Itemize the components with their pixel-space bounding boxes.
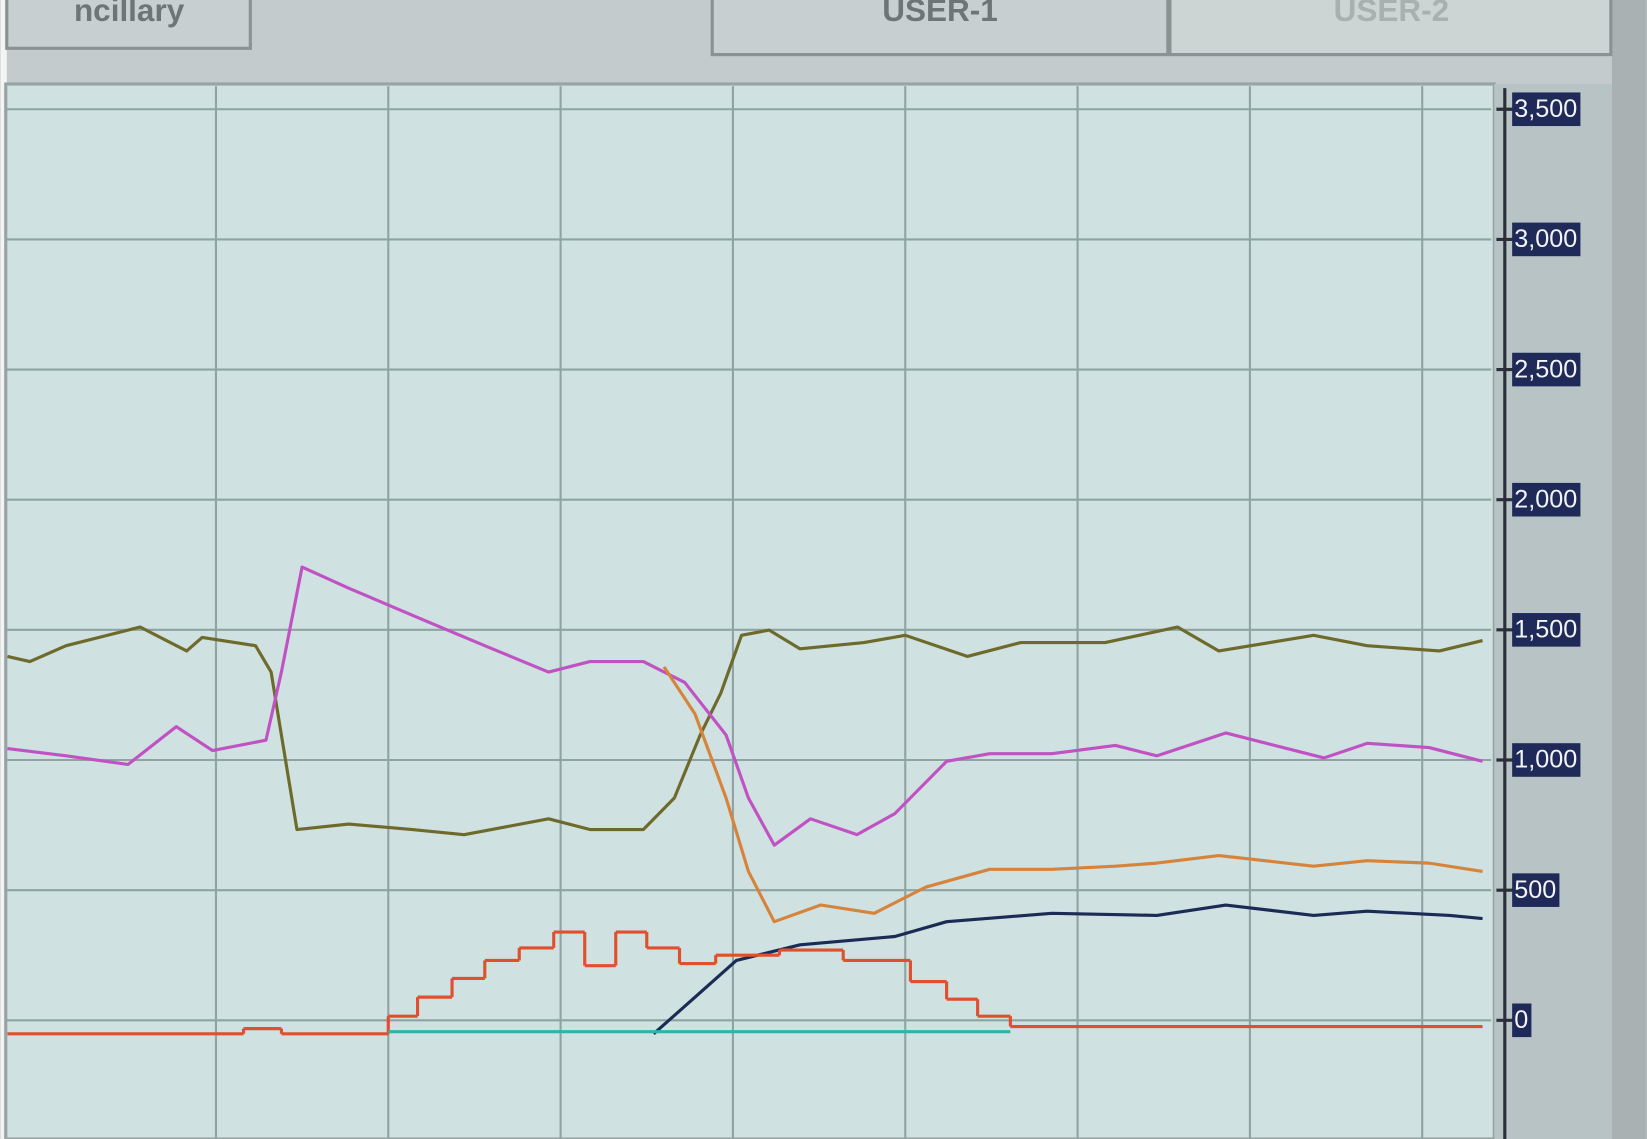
y-tick-label: 2,500: [1514, 355, 1577, 383]
tab-label[interactable]: USER-2: [1334, 0, 1449, 28]
y-tick-label: 2,000: [1514, 485, 1577, 513]
y-tick-label: 500: [1514, 876, 1556, 904]
y-tick-label: 1,000: [1514, 746, 1577, 774]
plot-area: [6, 84, 1495, 1139]
tab-label[interactable]: ncillary: [74, 0, 185, 28]
screen: ncillary USER-1 USER-2 0 500 1,000 1,500 2,0…: [0, 0, 1647, 1139]
y-tick-label: 1,500: [1514, 616, 1577, 644]
tab-label[interactable]: USER-1: [882, 0, 997, 28]
y-tick-label: 3,000: [1514, 225, 1577, 253]
tab[interactable]: USER-2: [1170, 0, 1611, 55]
tab[interactable]: USER-1: [712, 0, 1168, 55]
y-tick-label: 0: [1514, 1006, 1528, 1034]
frame-right: [1612, 0, 1647, 1139]
y-tick-label: 3,500: [1514, 95, 1577, 123]
tab[interactable]: ncillary: [7, 0, 251, 48]
